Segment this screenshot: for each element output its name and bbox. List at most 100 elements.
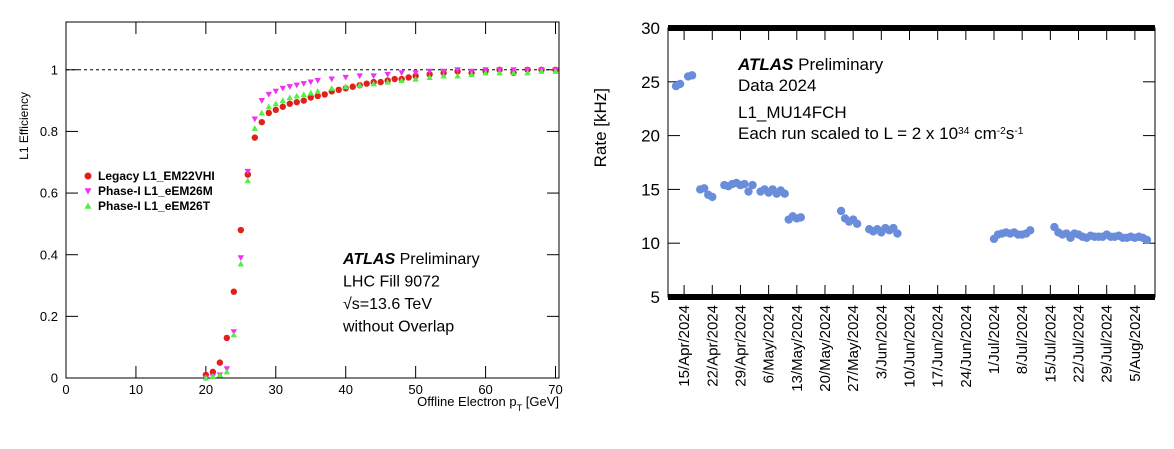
x-tick-label: 40 [338,382,352,397]
marker [363,80,370,87]
marker [286,84,293,90]
text-part: s [1006,124,1015,143]
marker [237,255,245,261]
marker [342,83,349,90]
x-tick-label: 10 [129,382,143,397]
rich-text: LHC Fill 9072 [343,274,440,291]
marker [307,94,314,101]
marker [314,92,321,100]
marker [412,70,419,77]
marker [286,100,293,107]
text-part: L1_MU14FCH [738,103,847,122]
x-tick-label: 50 [408,382,422,397]
x-tick-label: 60 [478,382,492,397]
marker [314,88,321,94]
x-tick-label: 20 [199,382,213,397]
marker [370,73,377,80]
marker [237,226,245,234]
legend-marker [84,172,92,180]
text-part: -1 [1014,126,1023,137]
marker [700,184,709,193]
marker [209,373,217,380]
legend-marker [84,188,92,195]
marker [687,71,697,80]
marker [708,192,717,202]
marker [1142,235,1152,245]
marker [272,106,279,114]
x-tick-label: 22/Apr/2024 [704,305,721,387]
y-tick-label: 15 [641,180,660,199]
text-part: -2 [997,126,1006,137]
x-tick-label: 70 [548,382,562,397]
marker [272,100,279,107]
marker [279,85,286,92]
x-tick-label: 10/Jun/2024 [901,305,918,388]
marker [300,97,307,104]
marker [405,74,412,81]
y-tick-label: 1 [51,62,58,77]
x-tick-label: 22/Jul/2024 [1071,305,1088,383]
marker [426,68,433,75]
marker [893,229,902,238]
marker [230,288,238,295]
marker [740,179,749,189]
marker [440,72,447,79]
marker [279,97,286,104]
marker [342,74,349,81]
y-tick-label: 5 [651,288,660,307]
marker [216,359,224,366]
marker [744,187,753,196]
x-tick-label: 8/Jul/2024 [1014,305,1031,374]
rich-text: Offline Electron pT [GeV] [417,394,559,413]
marker [391,75,398,83]
rich-text: Data 2024 [738,76,816,95]
marker [349,83,356,90]
marker [321,91,328,98]
marker [796,213,806,222]
marker [780,189,789,198]
y-tick-label: 0 [51,371,58,386]
marker [454,67,461,73]
text-part: ATLAS [342,251,395,268]
text-part: [GeV] [522,394,559,409]
marker [398,77,405,84]
rich-text: without Overlap [342,319,454,336]
marker [468,71,475,77]
marker [265,91,272,98]
marker [384,71,391,78]
x-tick-label: 3/Jun/2024 [873,305,890,379]
x-tick-label: 15/Jul/2024 [1042,305,1059,383]
marker [307,89,314,96]
text-part: √s=13.6 TeV [343,296,432,313]
text-part: without Overlap [342,319,454,336]
marker [307,79,314,86]
plot-frame [65,21,560,379]
y-tick-label: 25 [641,73,660,92]
marker [202,374,210,381]
x-tick-label: 29/Jul/2024 [1099,305,1116,383]
text-part: Offline Electron p [417,394,516,409]
marker [286,94,293,101]
y-tick-label: 30 [641,19,660,38]
y-axis-title: L1 Efficiency [17,92,31,160]
marker [293,92,300,99]
x-tick-label: 15/Apr/2024 [676,305,693,387]
rich-text: ATLAS Preliminary [737,55,884,74]
y-tick-label: 0.6 [40,186,58,201]
marker [300,91,307,97]
marker [496,69,503,76]
y-tick-label: 0.8 [40,124,58,139]
marker [244,168,252,175]
legend-label: Legacy L1_EM22VHI [98,169,215,183]
marker [384,78,391,85]
marker [328,76,335,83]
marker [328,85,335,91]
marker [538,68,545,74]
x-tick-label: 29/Apr/2024 [732,305,749,387]
text-part: 34 [958,126,970,137]
marker [293,98,300,106]
text-part: Data 2024 [738,76,816,95]
marker [244,177,252,184]
marker [216,371,224,378]
